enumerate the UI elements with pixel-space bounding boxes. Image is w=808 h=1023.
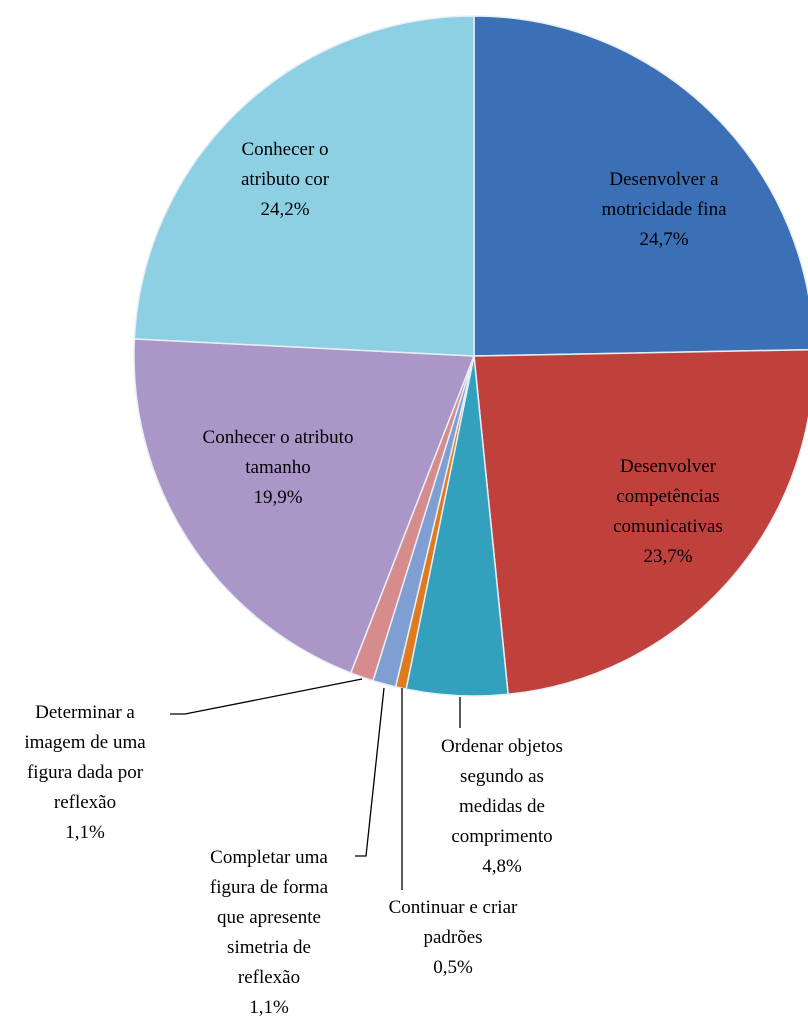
slice-label: Continuar e criar padrões 0,5%	[371, 893, 536, 983]
pie-slice	[473, 15, 808, 357]
slice-label: Determinar a imagem de uma figura dada p…	[8, 698, 163, 848]
leader-line	[355, 687, 385, 857]
category-label: Continuar e criar padrões	[388, 897, 518, 948]
value-label: 24,7%	[639, 229, 689, 250]
category-label: Conhecer o atributo tamanho	[202, 427, 354, 478]
value-label: 0,5%	[433, 957, 473, 978]
slices	[133, 15, 808, 697]
value-label: 23,7%	[643, 546, 693, 567]
category-label: Desenvolver competências comunicativas	[613, 456, 723, 537]
category-label: Completar uma figura de forma que aprese…	[209, 847, 329, 988]
pie-slice	[133, 338, 476, 674]
category-label: Conhecer o atributo cor	[240, 139, 330, 190]
slice-label: Completar uma figura de forma que aprese…	[197, 843, 342, 1023]
pie-slice	[133, 15, 475, 357]
slice-label: Desenvolver a motricidade fina 24,7%	[574, 165, 754, 255]
value-label: 1,1%	[65, 822, 105, 843]
value-label: 24,2%	[260, 199, 310, 220]
value-label: 19,9%	[253, 487, 303, 508]
category-label: Determinar a imagem de uma figura dada p…	[24, 702, 146, 813]
slice-label: Ordenar objetos segundo as medidas de co…	[427, 732, 577, 882]
leader-line	[170, 678, 363, 715]
value-label: 4,8%	[482, 856, 522, 877]
slice-label: Conhecer o atributo tamanho 19,9%	[201, 423, 356, 513]
category-label: Desenvolver a motricidade fina	[601, 169, 727, 220]
pie-slice	[473, 348, 808, 696]
value-label: 1,1%	[249, 997, 289, 1018]
category-label: Ordenar objetos segundo as medidas de co…	[441, 736, 563, 847]
slice-label: Conhecer o atributo cor 24,2%	[223, 135, 348, 225]
slice-label: Desenvolver competências comunicativas 23…	[593, 452, 743, 572]
